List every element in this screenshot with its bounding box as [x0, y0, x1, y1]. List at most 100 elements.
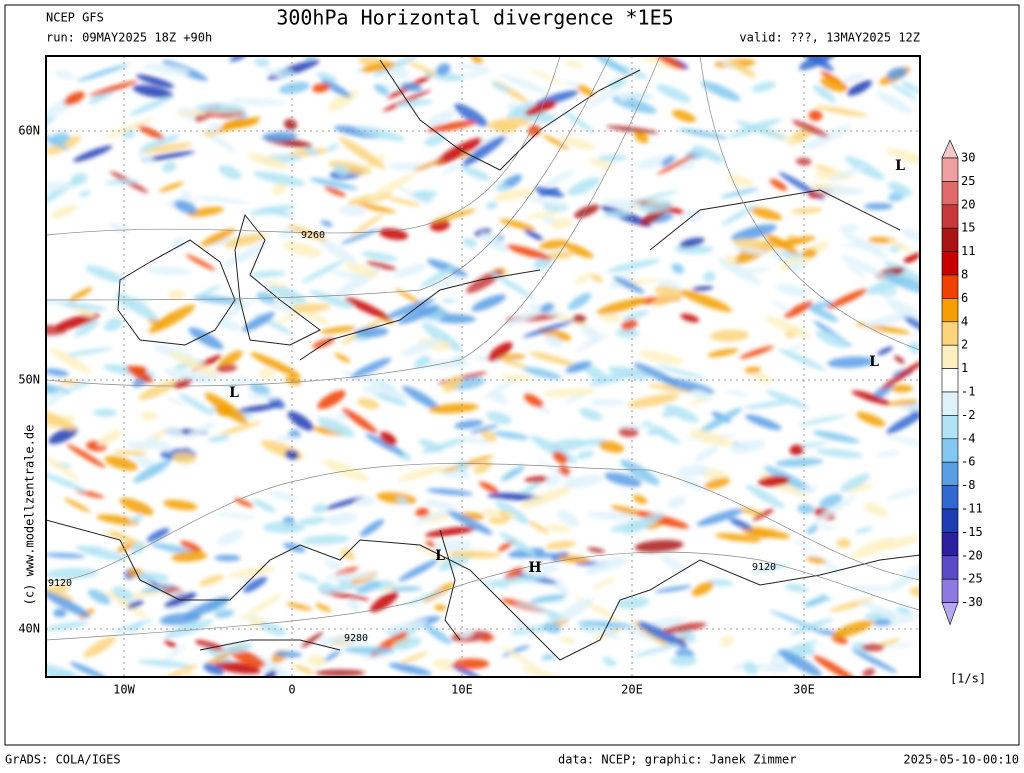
field-cell — [340, 548, 356, 561]
field-cell — [752, 508, 775, 521]
field-cell — [445, 509, 493, 535]
field-cell — [589, 398, 626, 407]
field-cell — [317, 417, 355, 438]
field-cell — [546, 524, 571, 533]
field-cell — [46, 471, 87, 492]
field-cell — [164, 639, 177, 648]
field-cell — [744, 366, 762, 374]
map-frame — [45, 55, 921, 678]
field-cell — [418, 439, 443, 453]
field-cell — [607, 258, 661, 273]
field-cell — [307, 654, 327, 667]
field-cell — [845, 585, 897, 592]
field-cell — [140, 411, 158, 421]
field-cell — [96, 514, 140, 526]
field-cell — [58, 301, 107, 311]
pressure-label: L — [895, 158, 905, 174]
field-cell — [864, 503, 888, 516]
field-cell — [79, 190, 91, 197]
field-cell — [524, 229, 544, 241]
field-cell — [652, 293, 680, 306]
divergence-field — [46, 56, 920, 677]
field-cell — [494, 183, 510, 192]
field-cell — [523, 393, 544, 408]
field-cell — [426, 110, 457, 126]
field-cell — [632, 494, 648, 504]
field-cell — [710, 329, 750, 342]
field-cell — [589, 158, 614, 169]
field-cell — [207, 434, 231, 443]
field-cell — [69, 662, 107, 677]
field-cell — [863, 312, 910, 328]
field-cell — [794, 645, 816, 657]
field-cell — [894, 355, 905, 364]
field-cell — [500, 465, 525, 482]
contour-label: 9120 — [752, 562, 776, 573]
field-cell — [775, 458, 823, 467]
field-cell — [93, 408, 118, 417]
field-cell — [324, 559, 342, 570]
field-cell — [137, 659, 192, 668]
field-cell — [424, 526, 477, 538]
field-cell — [128, 589, 161, 599]
field-cell — [366, 261, 397, 271]
field-cell — [616, 623, 658, 642]
colorbar-label: -1 — [961, 385, 975, 399]
field-cell — [419, 266, 456, 289]
field-cell — [789, 444, 804, 456]
field-cell — [727, 175, 754, 187]
field-cell — [792, 119, 829, 138]
field-cell — [564, 242, 594, 259]
field-cell — [564, 80, 579, 88]
field-cell — [540, 303, 555, 313]
field-cell — [171, 551, 208, 562]
colorbar-label: -15 — [961, 525, 983, 539]
field-cell — [840, 473, 871, 492]
field-cell — [164, 619, 214, 638]
field-cell — [135, 572, 169, 583]
field-cell — [129, 96, 173, 116]
field-cell — [104, 179, 140, 185]
field-cell — [541, 654, 556, 660]
field-cell — [323, 496, 366, 510]
field-cell — [193, 295, 243, 305]
field-cell — [454, 103, 488, 127]
field-cell — [831, 620, 874, 639]
field-cell — [812, 85, 836, 103]
field-cell — [104, 117, 155, 139]
colorbar-cap — [941, 602, 959, 626]
field-cell — [68, 287, 93, 302]
field-cell — [312, 337, 335, 349]
colorbar-box — [941, 461, 959, 486]
field-cell — [664, 404, 699, 423]
field-cell — [194, 196, 249, 204]
field-cell — [300, 259, 346, 284]
field-cell — [529, 594, 567, 604]
field-cell — [337, 579, 359, 590]
field-cell — [146, 527, 170, 542]
field-cell — [214, 609, 235, 618]
field-cell — [333, 164, 350, 177]
field-cell — [885, 435, 920, 448]
field-cell — [498, 73, 550, 95]
field-cell — [131, 541, 146, 555]
field-cell — [752, 372, 773, 384]
field-cell — [557, 509, 580, 528]
field-cell — [379, 431, 397, 446]
field-cell — [309, 177, 358, 190]
field-cell — [145, 266, 191, 276]
field-cell — [87, 589, 111, 605]
field-cell — [183, 596, 231, 619]
field-cell — [344, 297, 389, 320]
field-cell — [815, 105, 868, 117]
field-cell — [346, 599, 361, 612]
field-cell — [689, 429, 733, 447]
field-cell — [298, 516, 326, 526]
colorbar-box — [941, 157, 959, 182]
field-cell — [836, 538, 851, 548]
field-cell — [692, 285, 714, 292]
field-cell — [412, 543, 455, 565]
field-cell — [424, 134, 446, 147]
field-cell — [784, 301, 813, 318]
field-cell — [844, 483, 873, 493]
